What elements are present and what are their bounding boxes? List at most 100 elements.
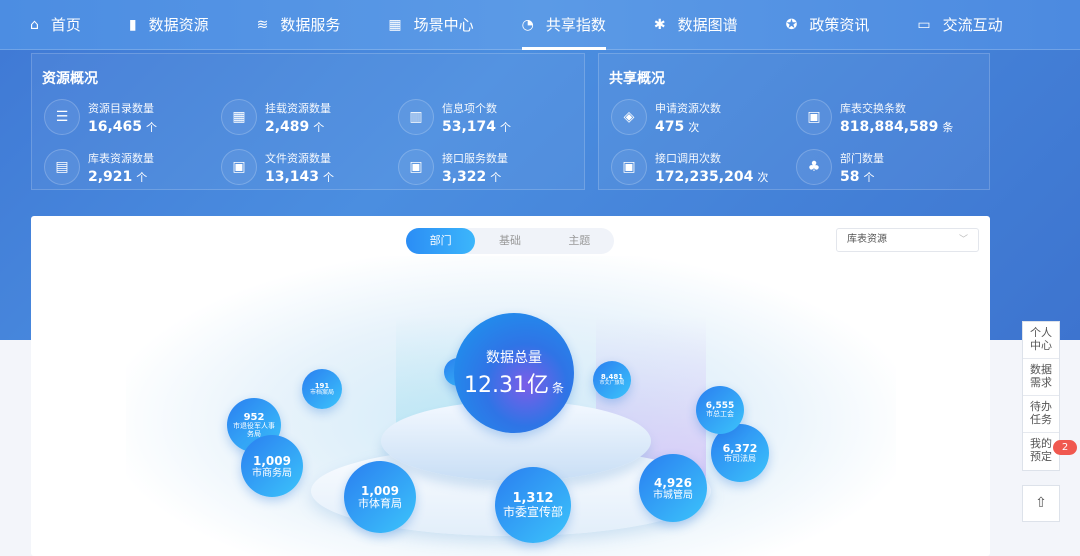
side-label: 我的预定 bbox=[1030, 437, 1052, 463]
nav-item-5[interactable]: ✱ 数据图谱 bbox=[654, 0, 738, 50]
stat-label: 接口调用次数 bbox=[655, 151, 721, 165]
stat-label: 信息项个数 bbox=[442, 101, 497, 115]
stat-text: 接口服务数量 3,322 个 bbox=[442, 150, 508, 185]
stat-value-row: 13,143 个 bbox=[265, 169, 334, 185]
stat-item: ☰ 资源目录数量 16,465 个 bbox=[44, 99, 157, 135]
notification-badge: 2 bbox=[1053, 440, 1077, 455]
list-icon: ☰ bbox=[44, 99, 80, 135]
nav-label: 数据图谱 bbox=[677, 16, 738, 34]
bubble-value: 952 bbox=[243, 411, 265, 423]
stat-value: 3,322 bbox=[442, 168, 487, 185]
stat-label: 接口服务数量 bbox=[442, 151, 508, 165]
stat-value-row: 475 次 bbox=[655, 119, 721, 135]
stat-value-row: 172,235,204 次 bbox=[655, 169, 768, 185]
home-icon: ⌂ bbox=[30, 16, 39, 33]
tab-0[interactable]: 部门 bbox=[406, 228, 476, 254]
stat-unit: 个 bbox=[313, 120, 325, 134]
nav-item-1[interactable]: ▮ 数据资源 bbox=[129, 0, 209, 50]
stat-value: 53,174 bbox=[442, 118, 497, 135]
nav-item-2[interactable]: ≋ 数据服务 bbox=[257, 0, 341, 50]
back-to-top-button[interactable]: ⇧ bbox=[1022, 485, 1060, 522]
department-bubble[interactable]: 6,372 市司法局 bbox=[711, 424, 769, 482]
side-label: 数据需求 bbox=[1030, 363, 1052, 389]
department-bubble[interactable]: 191 市档案局 bbox=[302, 369, 342, 409]
department-bubble[interactable]: 6,555 市总工会 bbox=[696, 386, 744, 434]
nav-label: 首页 bbox=[50, 16, 81, 34]
nav-item-6[interactable]: ✪ 政策资讯 bbox=[786, 0, 870, 50]
bubble-name: 市总工会 bbox=[706, 410, 734, 419]
nav-item-3[interactable]: ▦ 场景中心 bbox=[388, 0, 473, 50]
bubble-name: 市档案局 bbox=[309, 388, 334, 396]
side-toolbar: 个人中心 数据需求 待办任务 我的预定 2 bbox=[1022, 321, 1077, 471]
stat-item: ▣ 库表交换条数 818,884,589 条 bbox=[796, 99, 953, 135]
share-overview-panel: 共享概况 ◈ 申请资源次数 475 次 ▣ 库表交换条数 818,884,589 条 ▣ 接口调用… bbox=[598, 53, 990, 190]
side-item-3[interactable]: 我的预定 2 bbox=[1023, 433, 1077, 470]
tab-1[interactable]: 基础 bbox=[498, 234, 521, 247]
tab-2[interactable]: 主题 bbox=[568, 234, 591, 247]
bubble-value: 4,926 bbox=[654, 475, 692, 490]
visual-stage: 191 市档案局 952 市退役军人事务局 1,009 市商务局 1,009 市体育局 1,31… bbox=[126, 256, 896, 556]
stat-label: 库表交换条数 bbox=[840, 101, 906, 115]
stat-text: 接口调用次数 172,235,204 次 bbox=[655, 150, 768, 185]
stat-label: 部门数量 bbox=[840, 151, 884, 165]
stat-item: ▣ 文件资源数量 13,143 个 bbox=[221, 149, 334, 185]
stat-value-row: 53,174 个 bbox=[442, 119, 511, 135]
nav-label: 场景中心 bbox=[413, 16, 474, 34]
stat-text: 部门数量 58 个 bbox=[840, 150, 884, 185]
stat-text: 文件资源数量 13,143 个 bbox=[265, 150, 334, 185]
stat-item: ▦ 挂载资源数量 2,489 个 bbox=[221, 99, 331, 135]
stat-unit: 个 bbox=[323, 170, 335, 184]
stat-unit: 个 bbox=[863, 170, 875, 184]
side-item-2[interactable]: 待办任务 bbox=[1023, 396, 1059, 433]
department-bubble[interactable]: 1,009 市体育局 bbox=[344, 461, 416, 533]
stat-label: 申请资源次数 bbox=[655, 101, 721, 115]
side-item-1[interactable]: 数据需求 bbox=[1023, 359, 1059, 396]
bubble-value: 1,312 bbox=[512, 490, 554, 506]
stat-value-row: 2,921 个 bbox=[88, 169, 154, 185]
resource-type-select[interactable]: 库表资源 ﹀ bbox=[836, 228, 979, 252]
stat-item: ▤ 库表资源数量 2,921 个 bbox=[44, 149, 154, 185]
arrow-up-icon: ⇧ bbox=[1035, 495, 1047, 511]
bubble-value: 1,009 bbox=[253, 453, 291, 468]
stat-unit: 次 bbox=[757, 170, 769, 184]
stat-unit: 个 bbox=[146, 120, 158, 134]
stat-value: 58 bbox=[840, 168, 860, 185]
nav-item-4[interactable]: ◔ 共享指数 bbox=[521, 0, 607, 50]
total-data-bubble: 数据总量 12.31亿条 bbox=[454, 313, 574, 433]
bubble-value: 6,555 bbox=[705, 401, 735, 412]
select-value: 库表资源 bbox=[847, 234, 887, 245]
panel-title: 共享概况 bbox=[609, 71, 665, 87]
bubble-name: 市文广旅局 bbox=[599, 380, 625, 387]
stat-value: 16,465 bbox=[88, 118, 143, 135]
stat-value: 172,235,204 bbox=[655, 168, 754, 185]
nav-label: 共享指数 bbox=[545, 16, 606, 34]
department-bubble[interactable]: 1,312 市委宣传部 bbox=[495, 467, 571, 543]
org-chart-icon: ♣ bbox=[796, 149, 832, 185]
side-item-0[interactable]: 个人中心 bbox=[1023, 322, 1059, 359]
nav-label: 数据资源 bbox=[148, 16, 209, 34]
grid-icon: ▦ bbox=[388, 16, 402, 33]
monitor-chart-icon: ▣ bbox=[796, 99, 832, 135]
category-tabs: 部门 基础 主题 bbox=[406, 228, 614, 254]
stat-unit: 次 bbox=[688, 120, 700, 134]
bubble-value: 1,009 bbox=[361, 483, 399, 498]
bubble-name: 市委宣传部 bbox=[502, 504, 563, 519]
department-bubble[interactable]: 4,926 市城管局 bbox=[639, 454, 707, 522]
department-bubble[interactable]: 8,481 市文广旅局 bbox=[593, 361, 631, 399]
stat-unit: 个 bbox=[500, 120, 512, 134]
chevron-down-icon: ﹀ bbox=[958, 235, 968, 245]
bubble-name: 市退役军人事务局 bbox=[233, 421, 275, 438]
stat-text: 信息项个数 53,174 个 bbox=[442, 100, 511, 135]
apps-icon: ▦ bbox=[221, 99, 257, 135]
nav-item-0[interactable]: ⌂ 首页 bbox=[30, 0, 81, 50]
stat-value: 2,489 bbox=[265, 118, 310, 135]
nav-item-7[interactable]: ▭ 交流互动 bbox=[917, 0, 1002, 50]
stat-value: 475 bbox=[655, 118, 685, 135]
total-value: 12.31亿 bbox=[464, 373, 549, 398]
asterisk-icon: ✱ bbox=[653, 16, 666, 33]
stat-value: 2,921 bbox=[88, 168, 133, 185]
department-bubble[interactable]: 1,009 市商务局 bbox=[241, 435, 303, 497]
stat-item: ▥ 信息项个数 53,174 个 bbox=[398, 99, 511, 135]
stat-value: 13,143 bbox=[265, 168, 320, 185]
table-icon: ▤ bbox=[44, 149, 80, 185]
